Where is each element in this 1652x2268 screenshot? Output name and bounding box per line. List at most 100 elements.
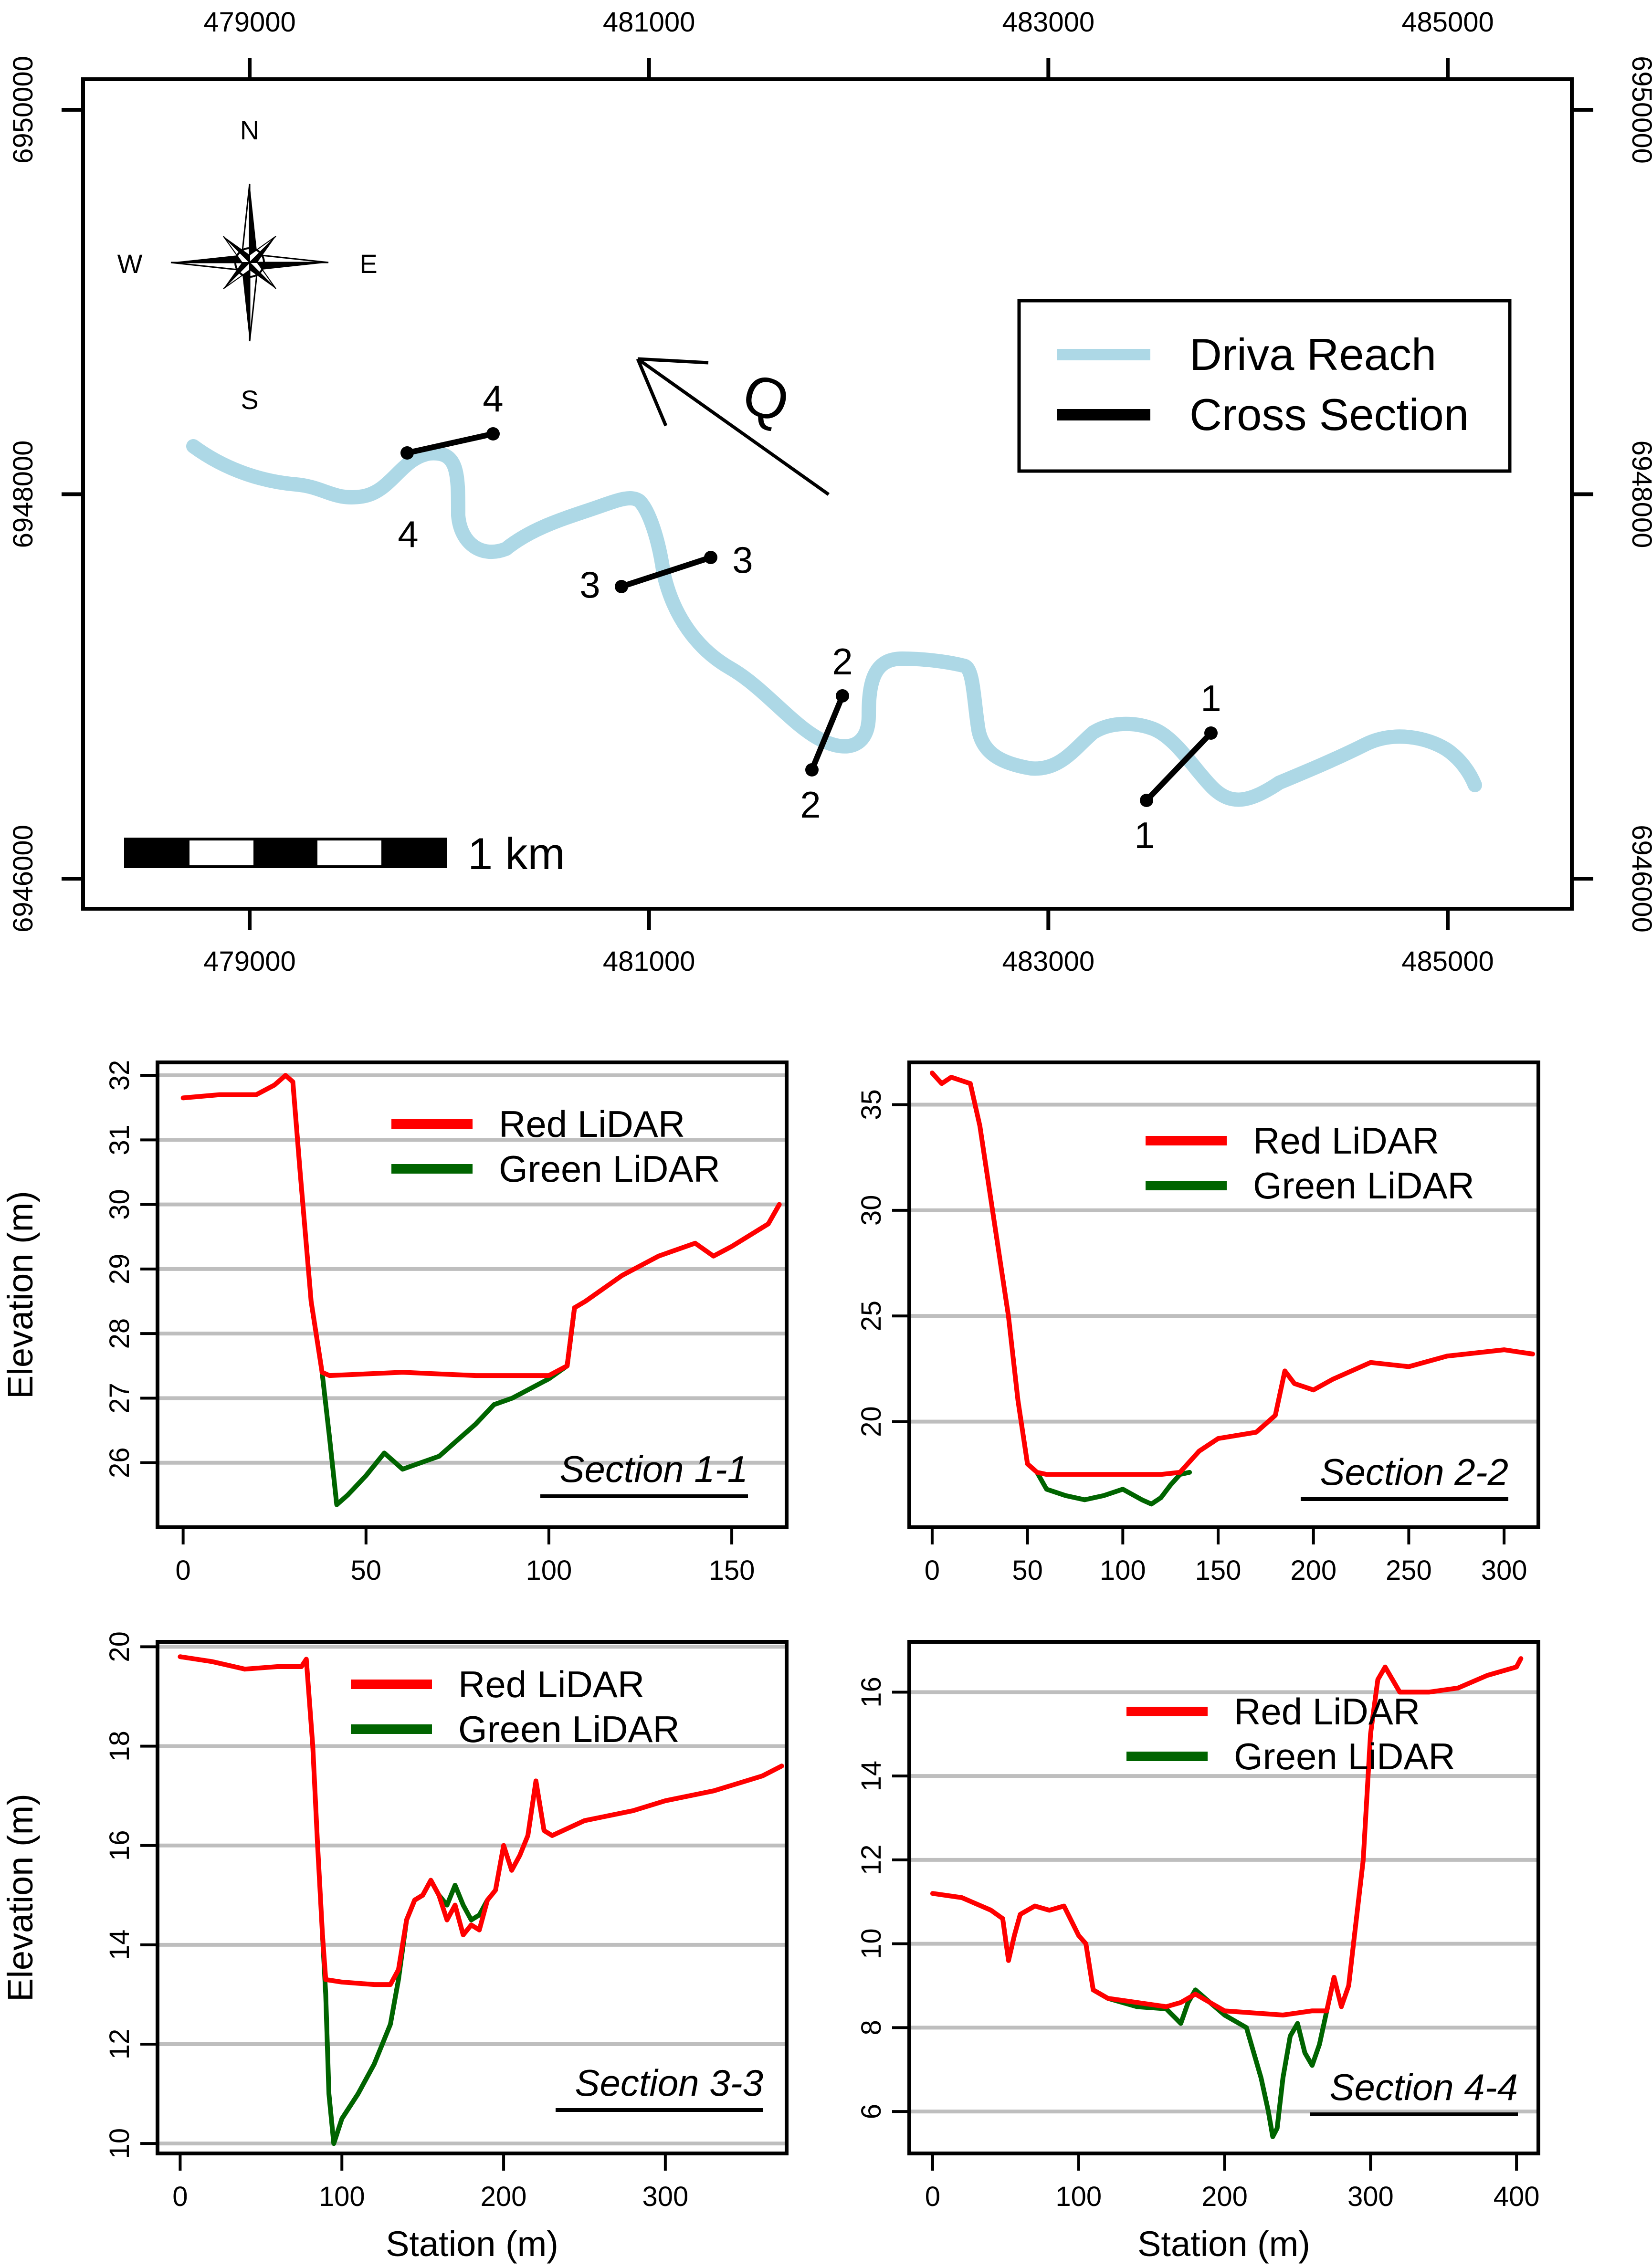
legend-red-label: Red LiDAR: [1253, 1120, 1439, 1162]
x-tick-label: 150: [709, 1555, 755, 1586]
map-left-tick-label: 6946000: [8, 825, 39, 933]
y-tick-label: 8: [856, 2020, 887, 2035]
section-title: Section 1-1: [559, 1448, 748, 1490]
x-tick-label: 250: [1386, 1555, 1432, 1586]
map-top-tick-label: 481000: [603, 7, 695, 38]
map-x-ticks: 479000 479000 481000 481000 483000 483000 4850…: [203, 7, 1494, 977]
map-bottom-tick-label: 485000: [1401, 946, 1494, 977]
x-tick-label: 0: [925, 2181, 940, 2212]
y-axis-label: Elevation (m): [0, 1794, 40, 2002]
x-tick-label: 200: [1290, 1555, 1336, 1586]
map-panel: 479000 479000 481000 481000 483000 483000 4850…: [8, 7, 1652, 977]
plot-frame: [156, 1060, 789, 1529]
green-lidar-line: [319, 1305, 577, 1507]
compass-s: S: [241, 385, 258, 415]
map-y-ticks: 6946000 6946000 6948000 6948000 6950000 69500…: [8, 56, 1652, 933]
y-tick-label: 14: [104, 1930, 135, 1961]
x-axis-label: Station (m): [386, 2224, 558, 2264]
profile-panel-2: 20 25 30 35 0 50 100 150 200 250 300 Red LiDARGreen…: [856, 1060, 1540, 1586]
y-tick-label: 27: [104, 1383, 135, 1414]
map-top-tick-label: 483000: [1002, 7, 1095, 38]
y-axis-label: Elevation (m): [0, 1191, 40, 1399]
y-tick-label: 16: [856, 1677, 887, 1708]
y-tick-label: 30: [856, 1195, 887, 1226]
section-title: Section 3-3: [575, 2062, 763, 2104]
xs4-end-label: 4: [483, 378, 503, 420]
y-tick-label: 28: [104, 1318, 135, 1349]
x-tick-label: 200: [481, 2181, 527, 2212]
map-top-tick-label: 479000: [203, 7, 296, 38]
map-right-tick-label: 6950000: [1626, 56, 1652, 164]
x-tick-label: 150: [1195, 1555, 1242, 1586]
driva-reach-river: [186, 439, 1482, 807]
y-tick-label: 25: [856, 1301, 887, 1332]
x-tick-label: 200: [1201, 2181, 1248, 2212]
cross-section-4: 4 4: [398, 378, 503, 555]
x-tick-label: 400: [1494, 2181, 1540, 2212]
xs2-end-label: 2: [832, 640, 852, 682]
y-tick-label: 29: [104, 1254, 135, 1285]
legend-cross-section: Cross Section: [1189, 389, 1469, 440]
profile-panel-1: 26 27 28 29 30 31 32 0 50 100 150 Elevation (m) Red …: [0, 1060, 789, 1586]
y-tick-label: 18: [104, 1731, 135, 1762]
compass-e: E: [359, 249, 377, 279]
y-tick-label: 16: [104, 1830, 135, 1861]
x-tick-label: 50: [351, 1555, 382, 1586]
y-tick-label: 14: [856, 1761, 887, 1792]
green-lidar-line: [1091, 1975, 1336, 2139]
plot-frame: [907, 1060, 1540, 1529]
compass-w: W: [117, 249, 143, 279]
x-tick-label: 300: [1347, 2181, 1394, 2212]
map-bottom-tick-label: 483000: [1002, 946, 1095, 977]
legend-red-label: Red LiDAR: [499, 1103, 685, 1145]
red-lidar-line: [930, 1656, 1524, 2017]
legend-driva-reach: Driva Reach: [1189, 329, 1436, 379]
legend-green-label: Green LiDAR: [1234, 1735, 1455, 1777]
green-lidar-line: [1034, 1470, 1192, 1507]
x-tick-label: 0: [925, 1555, 940, 1586]
xs3-start-label: 3: [579, 564, 600, 606]
legend-red-label: Red LiDAR: [1234, 1690, 1420, 1732]
cross-section-2: 2 2: [800, 640, 852, 826]
x-tick-label: 100: [526, 1555, 572, 1586]
xs4-start-label: 4: [398, 513, 418, 555]
red-lidar-line: [178, 1654, 784, 1987]
x-tick-label: 50: [1012, 1555, 1043, 1586]
y-tick-label: 31: [104, 1124, 135, 1155]
scale-bar: 1 km: [124, 829, 565, 879]
y-tick-label: 10: [104, 2128, 135, 2159]
compass-n: N: [240, 115, 259, 145]
red-lidar-line: [180, 1073, 782, 1378]
y-tick-label: 6: [856, 2104, 887, 2119]
y-tick-label: 20: [104, 1631, 135, 1662]
legend-green-label: Green LiDAR: [499, 1148, 720, 1190]
x-tick-label: 300: [642, 2181, 688, 2212]
map-left-tick-label: 6948000: [8, 441, 39, 548]
x-tick-label: 100: [319, 2181, 365, 2212]
y-tick-label: 20: [856, 1406, 887, 1437]
xs2-start-label: 2: [800, 784, 821, 826]
map-legend: Driva Reach Cross Section: [1017, 299, 1512, 473]
scale-bar-label: 1 km: [468, 829, 565, 879]
y-tick-label: 32: [104, 1060, 135, 1091]
y-tick-label: 26: [104, 1447, 135, 1478]
compass-rose-icon: [170, 183, 329, 342]
legend-green-label: Green LiDAR: [458, 1708, 680, 1750]
y-tick-label: 35: [856, 1089, 887, 1120]
y-tick-label: 10: [856, 1928, 887, 1959]
xs1-start-label: 1: [1134, 814, 1155, 856]
legend-red-label: Red LiDAR: [458, 1663, 644, 1705]
plot-frame: [156, 1640, 789, 2155]
red-lidar-line: [929, 1071, 1535, 1477]
map-bottom-tick-label: 479000: [203, 946, 296, 977]
legend-green-label: Green LiDAR: [1253, 1165, 1474, 1207]
map-bottom-tick-label: 481000: [603, 946, 695, 977]
map-right-tick-label: 6946000: [1626, 825, 1652, 933]
